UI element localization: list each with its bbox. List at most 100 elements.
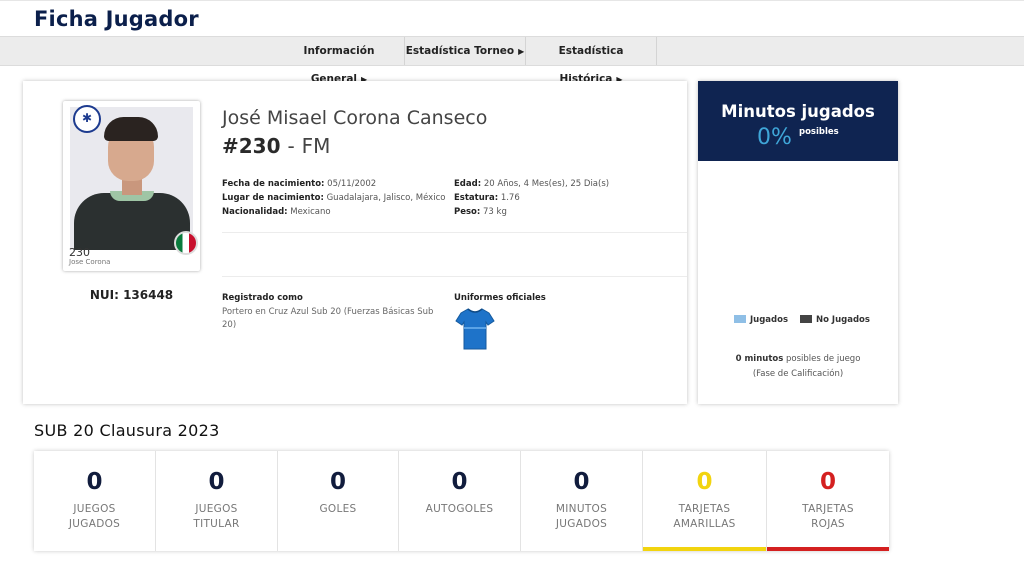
legend-swatch-not-played bbox=[800, 315, 812, 323]
minutes-footnote: 0 minutos posibles de juego (Fase de Cal… bbox=[698, 352, 898, 382]
info-label: Peso: bbox=[454, 207, 481, 217]
nav-estadistica-torneo[interactable]: Estadística Torneo ▶ bbox=[404, 37, 525, 65]
minutes-posibles: posibles bbox=[799, 127, 839, 137]
info-row: Fecha de nacimiento: 05/11/2002 bbox=[222, 177, 445, 191]
info-label: Estatura: bbox=[454, 193, 499, 203]
stat-label-line: AMARILLAS bbox=[673, 518, 736, 530]
stat-label-line: GOLES bbox=[319, 503, 357, 515]
club-crest-icon: ✱ bbox=[73, 105, 101, 133]
nui-value: 136448 bbox=[123, 288, 174, 302]
legend-label: Jugados bbox=[750, 315, 789, 325]
player-profile-card: ✱ 230 Jose Corona NUI: 136448 José Misae… bbox=[23, 81, 687, 404]
registered-label: Registrado como bbox=[222, 293, 303, 303]
player-name: José Misael Corona Canseco bbox=[222, 107, 488, 129]
photo-neck bbox=[122, 177, 142, 195]
nav-estadistica-historica[interactable]: Estadística Histórica ▶ bbox=[525, 37, 657, 85]
stat-label-line: MINUTOS bbox=[555, 503, 608, 515]
page-title: Ficha Jugador bbox=[34, 7, 199, 31]
legend-played: Jugados bbox=[734, 315, 788, 325]
nav-label: Estadística Histórica bbox=[558, 45, 624, 85]
stat-value: 0 bbox=[86, 469, 103, 495]
stat-goles: 0 GOLES bbox=[277, 451, 398, 551]
stat-label-line: JUEGOS bbox=[195, 503, 238, 515]
stat-label: MINUTOS JUGADOS bbox=[521, 502, 642, 532]
info-row: Peso: 73 kg bbox=[454, 205, 609, 219]
player-number: #230 bbox=[222, 134, 281, 158]
info-value: 05/11/2002 bbox=[327, 179, 377, 189]
number-separator: - bbox=[287, 134, 295, 158]
caret-right-icon: ▶ bbox=[616, 75, 623, 84]
stat-value: 0 bbox=[573, 469, 590, 495]
mexico-flag-icon bbox=[174, 231, 198, 255]
jersey-icon[interactable] bbox=[455, 307, 495, 355]
registered-value: Portero en Cruz Azul Sub 20 (Fuerzas Bás… bbox=[222, 307, 434, 330]
yellow-accent-bar bbox=[643, 547, 766, 551]
photo-number: 230 bbox=[69, 246, 90, 259]
nav-informacion-general[interactable]: Información General ▶ bbox=[274, 37, 404, 85]
stat-juegos-jugados: 0 JUEGOS JUGADOS bbox=[34, 451, 155, 551]
nui-label: NUI: bbox=[89, 288, 119, 302]
info-row: Nacionalidad: Mexicano bbox=[222, 205, 445, 219]
stat-label: GOLES bbox=[278, 502, 398, 517]
legend-not-played: No Jugados bbox=[800, 315, 870, 325]
nav-label: Estadística Torneo bbox=[405, 45, 515, 57]
info-value: 73 kg bbox=[483, 207, 507, 217]
info-value: 1.76 bbox=[500, 193, 520, 203]
stat-label: TARJETAS ROJAS bbox=[767, 502, 889, 532]
stat-label-line: JUGADOS bbox=[555, 518, 608, 530]
stat-value: 0 bbox=[819, 469, 836, 495]
stat-value: 0 bbox=[329, 469, 346, 495]
stat-label-line: TARJETAS bbox=[802, 503, 854, 515]
stat-value: 0 bbox=[208, 469, 225, 495]
uniforms-label: Uniformes oficiales bbox=[454, 293, 546, 303]
stat-minutos-jugados: 0 MINUTOS JUGADOS bbox=[520, 451, 642, 551]
stat-tarjetas-rojas: 0 TARJETAS ROJAS bbox=[766, 451, 889, 551]
stat-autogoles: 0 AUTOGOLES bbox=[398, 451, 520, 551]
info-row: Estatura: 1.76 bbox=[454, 191, 609, 205]
player-info-left: Fecha de nacimiento: 05/11/2002 Lugar de… bbox=[222, 177, 445, 219]
info-value: Mexicano bbox=[290, 207, 331, 217]
info-row: Lugar de nacimiento: Guadalajara, Jalisc… bbox=[222, 191, 445, 205]
stat-label-line: TITULAR bbox=[193, 518, 240, 530]
player-position: FM bbox=[301, 134, 331, 158]
info-value: Guadalajara, Jalisco, México bbox=[326, 193, 446, 203]
caret-right-icon: ▶ bbox=[361, 75, 368, 84]
nui: NUI: 136448 bbox=[63, 288, 200, 302]
player-photo bbox=[70, 107, 193, 250]
divider bbox=[222, 276, 687, 277]
stat-label: JUEGOS TITULAR bbox=[156, 502, 277, 532]
minutes-header: Minutos jugados 0% posibles bbox=[698, 81, 898, 161]
minutes-title: Minutos jugados bbox=[721, 102, 875, 121]
photo-name: Jose Corona bbox=[69, 258, 111, 266]
player-info-right: Edad: 20 Años, 4 Mes(es), 25 Dia(s) Esta… bbox=[454, 177, 609, 219]
info-value: 20 Años, 4 Mes(es), 25 Dia(s) bbox=[483, 179, 610, 189]
minutes-percent: 0% bbox=[757, 125, 792, 150]
info-row: Edad: 20 Años, 4 Mes(es), 25 Dia(s) bbox=[454, 177, 609, 191]
minutes-played-card: Minutos jugados 0% posibles Jugados No J… bbox=[698, 81, 898, 404]
photo-shirt bbox=[74, 193, 190, 250]
stat-value: 0 bbox=[696, 469, 713, 495]
divider bbox=[222, 232, 687, 233]
red-accent-bar bbox=[767, 547, 889, 551]
info-label: Fecha de nacimiento: bbox=[222, 179, 325, 189]
player-number-position: #230 - FM bbox=[222, 134, 330, 158]
stat-label-line: TARJETAS bbox=[678, 503, 731, 515]
info-label: Nacionalidad: bbox=[222, 207, 288, 217]
season-title: SUB 20 Clausura 2023 bbox=[34, 421, 220, 440]
info-label: Edad: bbox=[454, 179, 482, 189]
legend-swatch-played bbox=[734, 315, 746, 323]
stat-value: 0 bbox=[451, 469, 468, 495]
foot-phase: (Fase de Calificación) bbox=[752, 369, 844, 379]
section-nav: Información General ▶ Estadística Torneo ▶… bbox=[0, 36, 1024, 85]
stat-label-line: JUGADOS bbox=[68, 518, 121, 530]
stat-label: TARJETAS AMARILLAS bbox=[643, 502, 766, 532]
legend-label: No Jugados bbox=[816, 315, 870, 325]
photo-hair bbox=[104, 117, 158, 141]
foot-line: 0 minutos posibles de juego bbox=[698, 352, 898, 367]
foot-rest: posibles de juego bbox=[786, 354, 861, 364]
stat-label-line: ROJAS bbox=[811, 518, 845, 530]
header-bar: Ficha Jugador bbox=[0, 0, 1024, 36]
photo-collar bbox=[110, 191, 154, 201]
info-label: Lugar de nacimiento: bbox=[222, 193, 324, 203]
foot-bold: 0 minutos bbox=[735, 354, 784, 364]
